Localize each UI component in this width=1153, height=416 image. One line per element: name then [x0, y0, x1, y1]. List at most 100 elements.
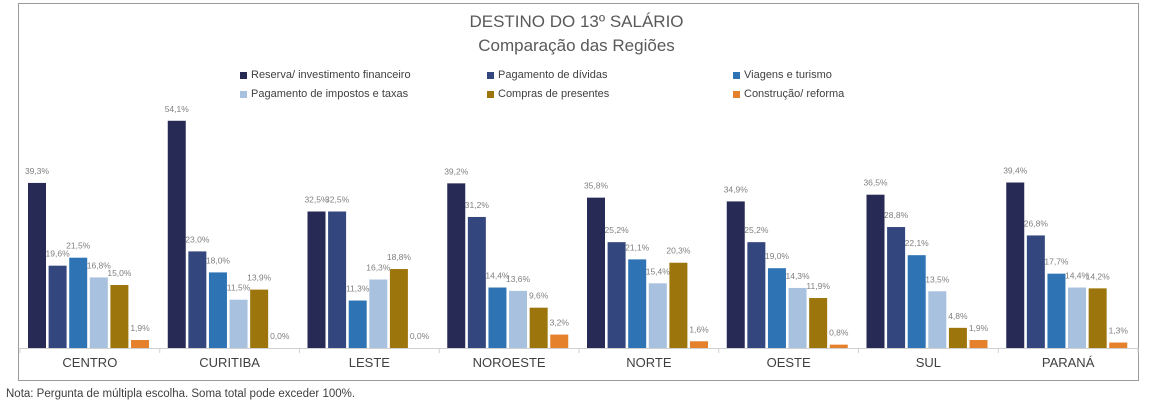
legend-swatch: [733, 90, 740, 98]
data-label: 26,8%: [1024, 218, 1049, 228]
bar: [1026, 235, 1045, 348]
legend-item: Pagamento de dívidas: [487, 69, 607, 81]
data-label: 28,8%: [884, 210, 909, 220]
chart-title: DESTINO DO 13º SALÁRIO: [469, 12, 684, 31]
data-label: 32,5%: [325, 195, 350, 205]
bar: [1006, 182, 1025, 348]
bar: [208, 272, 227, 348]
data-label: 18,8%: [387, 252, 412, 262]
bar: [188, 251, 207, 348]
data-label: 16,8%: [87, 260, 112, 270]
legend-swatch: [487, 90, 494, 98]
data-label: 11,3%: [346, 284, 370, 294]
bar: [328, 211, 347, 348]
bar: [131, 340, 149, 348]
bar: [969, 340, 988, 348]
category-label: LESTE: [349, 355, 391, 370]
category-label: CURITIBA: [199, 355, 260, 370]
category-label: OESTE: [767, 355, 811, 370]
data-label: 21,5%: [66, 241, 91, 251]
data-label: 39,4%: [1003, 166, 1028, 176]
chart-subtitle: Comparação das Regiões: [478, 36, 675, 55]
bar: [1068, 287, 1087, 348]
bar: [628, 259, 647, 348]
bar: [28, 182, 46, 348]
category-label: SUL: [916, 355, 941, 370]
bar: [1109, 342, 1128, 348]
legend-item: Compras de presentes: [487, 88, 609, 100]
bar: [389, 269, 408, 348]
bar: [767, 268, 786, 348]
data-label: 19,0%: [765, 251, 790, 261]
data-label: 35,8%: [584, 181, 609, 191]
legend-label: Compras de presentes: [498, 88, 610, 100]
bar: [447, 183, 466, 348]
legend-item: Viagens e turismo: [733, 69, 832, 81]
bar: [788, 287, 807, 348]
legend-swatch: [733, 71, 740, 79]
data-label: 11,9%: [806, 281, 830, 291]
data-label: 19,6%: [46, 249, 71, 259]
bar: [907, 255, 926, 348]
data-label: 11,5%: [227, 283, 251, 293]
category-label: PARANÁ: [1042, 355, 1095, 370]
data-label: 14,2%: [1086, 271, 1111, 281]
data-label: 1,9%: [969, 323, 989, 333]
bar: [587, 197, 605, 348]
data-label: 0,0%: [270, 331, 290, 341]
bar: [1088, 288, 1107, 348]
bar: [307, 211, 326, 348]
data-label: 16,3%: [366, 263, 391, 273]
bar: [550, 334, 569, 348]
data-label: 54,1%: [165, 104, 190, 114]
data-label: 18,0%: [206, 255, 231, 265]
legend-item: Pagamento de impostos e taxas: [240, 88, 408, 100]
data-label: 1,3%: [1109, 326, 1129, 336]
data-label: 22,1%: [905, 238, 930, 248]
data-label: 4,8%: [948, 311, 968, 321]
bar: [348, 300, 367, 348]
data-label: 25,2%: [744, 225, 769, 235]
legend-swatch: [240, 71, 247, 79]
bar: [829, 344, 848, 348]
data-label: 13,6%: [506, 274, 531, 284]
data-label: 1,6%: [689, 324, 709, 334]
data-label: 25,2%: [605, 225, 630, 235]
bar: [607, 242, 626, 348]
chart-frame: [18, 3, 1139, 381]
bar: [648, 283, 667, 348]
legend-swatch: [487, 71, 494, 79]
data-label: 0,0%: [410, 331, 430, 341]
data-label: 0,8%: [829, 328, 849, 338]
data-label: 15,0%: [107, 268, 132, 278]
bar: [167, 120, 186, 348]
data-label: 31,2%: [465, 200, 490, 210]
data-label: 1,9%: [130, 323, 150, 333]
bar: [726, 201, 745, 348]
data-label: 36,5%: [863, 178, 888, 188]
data-label: 34,9%: [724, 184, 749, 194]
data-label: 20,3%: [666, 246, 691, 256]
data-label: 13,9%: [247, 273, 272, 283]
bar: [747, 242, 766, 348]
bar: [110, 285, 129, 348]
data-label: 13,5%: [925, 274, 950, 284]
legend-label: Construção/ reforma: [744, 88, 845, 100]
bar: [488, 287, 507, 348]
legend-item: Reserva/ investimento financeiro: [240, 69, 411, 81]
bar: [887, 227, 906, 348]
legend-label: Viagens e turismo: [744, 69, 832, 81]
data-label: 23,0%: [185, 234, 210, 244]
bar: [48, 265, 67, 348]
bar: [1047, 273, 1066, 348]
legend-label: Reserva/ investimento financeiro: [251, 69, 411, 81]
bar: [509, 290, 528, 348]
category-label: CENTRO: [62, 355, 117, 370]
data-label: 21,1%: [625, 242, 650, 252]
bar: [369, 279, 388, 348]
data-label: 17,7%: [1044, 257, 1069, 267]
data-label: 3,2%: [550, 318, 570, 328]
bar: [690, 341, 708, 348]
bar: [69, 257, 88, 348]
